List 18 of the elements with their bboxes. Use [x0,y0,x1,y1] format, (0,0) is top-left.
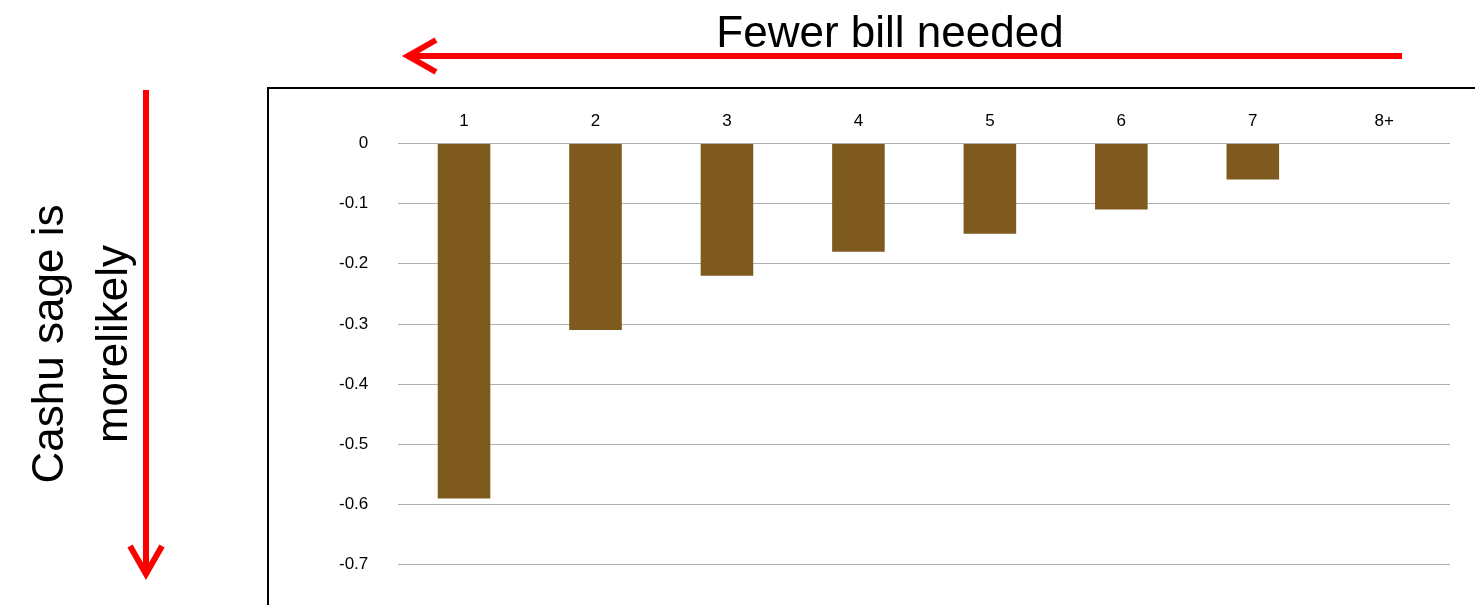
x-tick-label: 7 [1248,110,1258,130]
x-tick-label: 2 [590,110,601,130]
x-axis-title: Fewer bill needed [715,7,1065,56]
x-tick-label: 8+ [1374,110,1395,130]
x-tick-label: 6 [1116,110,1127,130]
x-tick-label: 5 [985,110,995,130]
y-tick-label: -0.6 [339,494,369,514]
y-axis-title: Cashu sage is morelikely [22,203,137,486]
y-tick-label: -0.5 [339,434,369,454]
x-tick-label: 4 [853,110,864,130]
y-tick-label: -0.4 [339,373,369,393]
y-tick-label: 0 [358,133,369,153]
y-tick-label: -0.2 [339,253,369,273]
y-tick-label: -0.7 [339,554,369,574]
y-tick-label: -0.1 [339,193,369,213]
x-tick-label: 1 [459,110,469,130]
y-tick-label: -0.3 [339,313,369,333]
x-tick-label: 3 [722,110,732,130]
